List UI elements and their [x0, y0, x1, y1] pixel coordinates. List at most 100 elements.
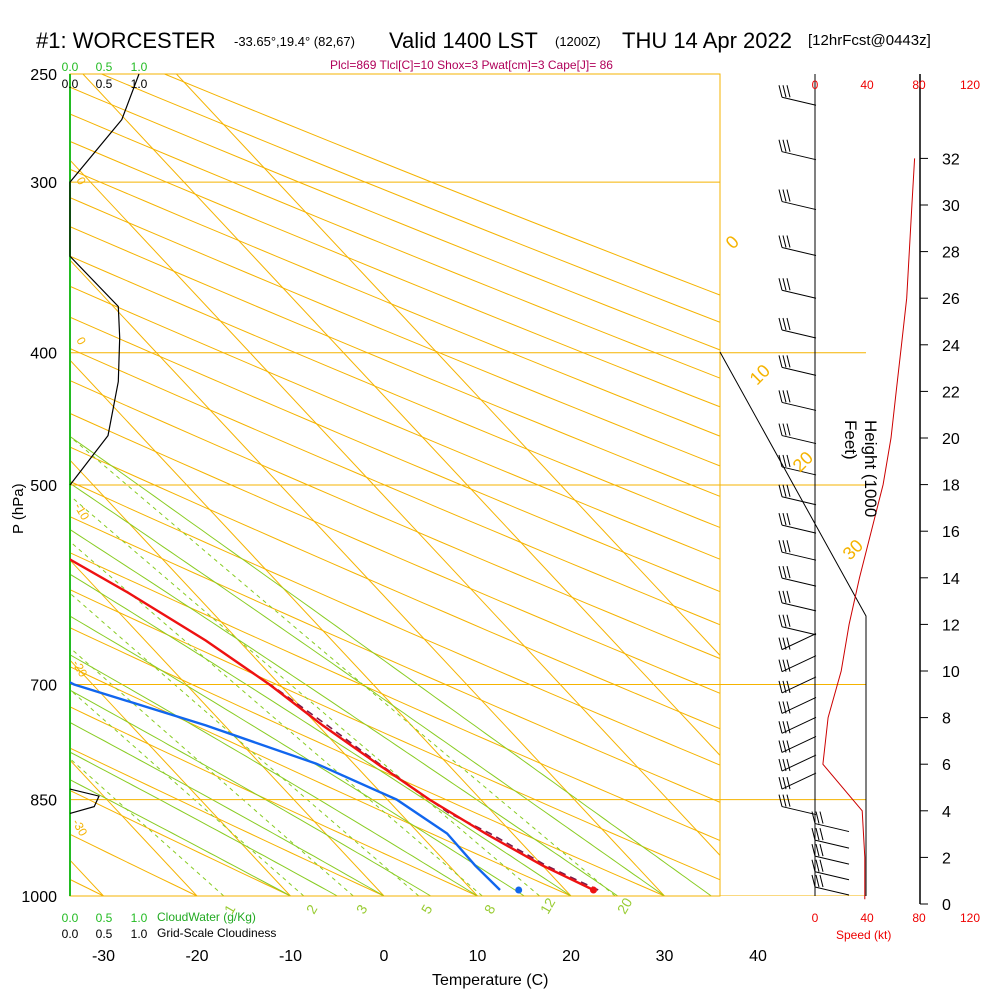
wind-barb-shaft	[781, 524, 817, 534]
wind-barb-flag	[782, 139, 787, 152]
mixing-ratio-label: 12	[537, 895, 559, 917]
wind-barb-flag	[786, 512, 791, 526]
wind-barb	[778, 390, 817, 411]
isotherm-line	[0, 74, 10, 896]
speed-axis-title: Speed (kt)	[836, 928, 892, 942]
wind-barb-flag	[782, 423, 787, 436]
wind-barb-flag	[778, 680, 783, 694]
wind-barb-flag	[786, 355, 791, 368]
wind-barb-flag	[786, 235, 791, 248]
wind-barb-shaft	[781, 626, 817, 636]
wind-barb-shaft	[781, 201, 817, 211]
moist-adiabat-line	[70, 751, 338, 896]
dry-adiabat-line	[70, 789, 291, 896]
cloudiness-profile-lower	[69, 788, 100, 814]
wind-barb-flag	[815, 844, 820, 857]
plot-frame	[69, 73, 921, 904]
dry-adiabat-line	[70, 347, 720, 626]
wind-barb-flag	[782, 189, 787, 202]
speed-tick-label-bottom: 80	[912, 911, 926, 925]
wind-barb-flag	[778, 355, 783, 368]
cloudwater-tick-top: 0.5	[96, 60, 113, 74]
wind-barb	[778, 85, 817, 106]
dry-adiabat-line	[70, 412, 720, 694]
wind-barb	[778, 754, 817, 772]
height-tick-label: 30	[942, 198, 960, 215]
wind-barb-shaft	[781, 716, 817, 734]
dry-adiabat-line	[70, 552, 720, 842]
wind-barb-flag	[815, 811, 820, 824]
wind-barb-flag	[782, 659, 787, 672]
dry-adiabat-line	[70, 197, 720, 467]
wind-barb-flag	[786, 454, 791, 468]
wind-barb-flag	[811, 874, 816, 888]
temperature-tick-label: 40	[749, 948, 767, 965]
pressure-tick-label: 700	[30, 678, 57, 695]
wind-barb-flag	[786, 614, 791, 627]
wind-barb-shaft	[814, 855, 850, 865]
wind-barb-flag	[778, 278, 783, 291]
wind-barb-flag	[819, 844, 824, 857]
wind-barb	[778, 696, 817, 714]
wind-barb	[778, 139, 817, 161]
temperature-tick-label: 10	[469, 948, 487, 965]
height-tick-label: 22	[942, 384, 960, 401]
wind-barb	[778, 189, 817, 211]
cloudiness-tick-bottom: 0.5	[96, 927, 113, 941]
wind-barb	[778, 772, 817, 790]
mixing-ratio-label: 8	[481, 902, 499, 917]
wind-barb-flag	[819, 859, 824, 872]
moist-adiabat-line	[70, 482, 665, 896]
dry-adiabat-line	[70, 446, 720, 730]
wind-barb-flag	[786, 590, 791, 604]
wind-barb-flag	[782, 355, 787, 368]
wind-barb	[778, 355, 817, 376]
wind-barb-flag	[782, 565, 787, 579]
dry-adiabat-line	[70, 226, 720, 497]
wind-barb-flag	[778, 565, 783, 579]
wind-panel-boundary	[719, 351, 867, 896]
mixing-ratio-line	[70, 540, 483, 896]
wind-barb-flag	[786, 317, 791, 331]
wind-barb-flag	[778, 758, 783, 772]
station-title: #1: WORCESTER	[36, 28, 216, 53]
wind-barb-flag	[815, 859, 820, 872]
wind-barb	[778, 590, 817, 612]
wind-barb-flag	[782, 540, 787, 553]
temperature-tick-label: -30	[92, 948, 115, 965]
dry-adiabat-label: 10	[746, 361, 774, 389]
wind-barb-shaft	[781, 435, 817, 445]
wind-barb-flag	[778, 794, 783, 807]
wind-barb	[811, 874, 850, 896]
wind-barb-shaft	[781, 577, 817, 587]
isotherm-edge-label: 0	[73, 335, 89, 348]
wind-barb	[778, 736, 817, 753]
moist-adiabat-line	[70, 435, 712, 896]
wind-barb	[811, 844, 850, 865]
wind-barb	[811, 811, 850, 833]
height-tick-label: 20	[942, 431, 960, 448]
wind-barb-flag	[786, 758, 791, 772]
wind-barb-flag	[782, 614, 787, 627]
temperature-tick-label: 0	[380, 948, 389, 965]
wind-barb-flag	[786, 139, 791, 152]
wind-barb-flag	[778, 454, 783, 468]
wind-barb-flag	[778, 637, 783, 650]
cloudiness-profile-upper	[69, 73, 140, 486]
height-tick-label: 0	[942, 897, 951, 914]
wind-barb-flag	[811, 811, 816, 824]
wind-barb-shaft	[781, 754, 817, 772]
isotherm-edge-label: -10	[71, 501, 92, 523]
pressure-tick-label: 500	[30, 478, 57, 495]
wind-barb-flag	[778, 590, 783, 604]
wind-barb	[778, 235, 817, 257]
height-tick-label: 32	[942, 151, 960, 168]
wind-barb	[778, 655, 817, 673]
wind-barb-shaft	[781, 366, 817, 376]
temperature-tick-label: -20	[185, 948, 208, 965]
dry-adiabat-line	[70, 168, 720, 437]
dry-adiabat-line	[70, 627, 665, 896]
wind-barb-flag	[778, 701, 783, 714]
dewpoint-trace	[70, 681, 501, 891]
wind-barb-flag	[786, 423, 791, 436]
